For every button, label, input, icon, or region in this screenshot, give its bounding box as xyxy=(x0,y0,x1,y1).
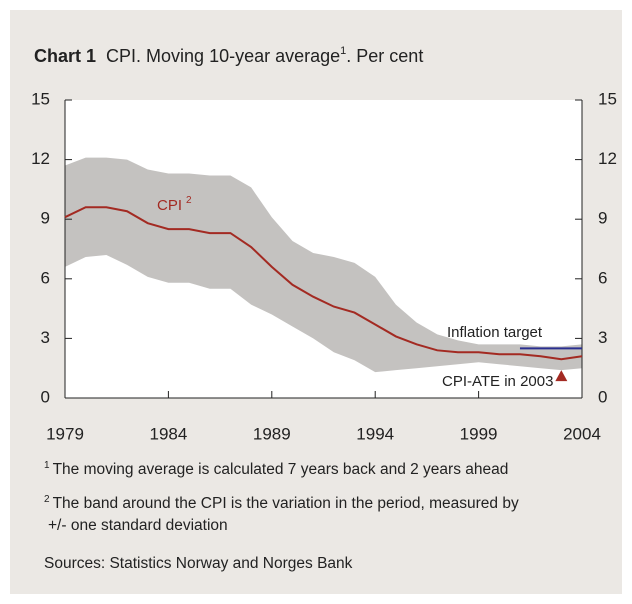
x-tick-label: 1989 xyxy=(253,424,291,443)
inflation-target-label: Inflation target xyxy=(447,324,543,341)
y-tick-label: 9 xyxy=(41,209,50,228)
note-ref: 2 xyxy=(44,494,50,505)
series-label: CPI 2 xyxy=(157,195,192,214)
x-tick-label: 1984 xyxy=(149,424,187,443)
x-tick-label: 2004 xyxy=(563,424,601,443)
footnote: 1 The moving average is calculated 7 year… xyxy=(44,460,508,478)
y-tick-label: 6 xyxy=(41,268,50,287)
title-suffix: . Per cent xyxy=(346,46,423,66)
y-tick-label: 0 xyxy=(41,387,50,406)
cpi-line xyxy=(64,206,583,361)
title-text: CPI. Moving 10-year average xyxy=(106,46,340,66)
note-text: +/- one standard deviation xyxy=(48,517,228,534)
y2-tick-label: 0 xyxy=(598,387,607,406)
title-note-ref: 1 xyxy=(340,45,346,57)
x-tick-label: 1979 xyxy=(46,424,84,443)
y-tick-label: 12 xyxy=(31,149,50,168)
cpi-ate-label: CPI-ATE in 2003 xyxy=(442,373,553,390)
note-text: The band around the CPI is the variation… xyxy=(53,495,519,512)
source: Sources: Statistics Norway and Norges Ba… xyxy=(44,555,353,572)
y2-tick-label: 9 xyxy=(598,209,607,228)
footnote: 2 The band around the CPI is the variatio… xyxy=(44,494,519,512)
note-text: The moving average is calculated 7 years… xyxy=(53,461,509,478)
y-tick-label: 15 xyxy=(31,89,50,108)
x-tick-label: 1994 xyxy=(356,424,394,443)
x-tick-label: 1999 xyxy=(460,424,498,443)
cpi-ate-marker xyxy=(555,370,568,382)
title-label: Chart 1 xyxy=(34,46,96,66)
y2-tick-label: 3 xyxy=(598,328,607,347)
y-tick-label: 3 xyxy=(41,328,50,347)
y2-tick-label: 6 xyxy=(598,268,607,287)
chart-title: Chart 1 CPI. Moving 10-year average1. Pe… xyxy=(34,45,423,66)
series-name: CPI xyxy=(157,197,182,214)
y2-tick-label: 12 xyxy=(598,149,617,168)
y2-tick-label: 15 xyxy=(598,89,617,108)
note-ref: 1 xyxy=(44,460,50,471)
std-band xyxy=(65,157,582,373)
series-note-ref: 2 xyxy=(186,195,192,206)
